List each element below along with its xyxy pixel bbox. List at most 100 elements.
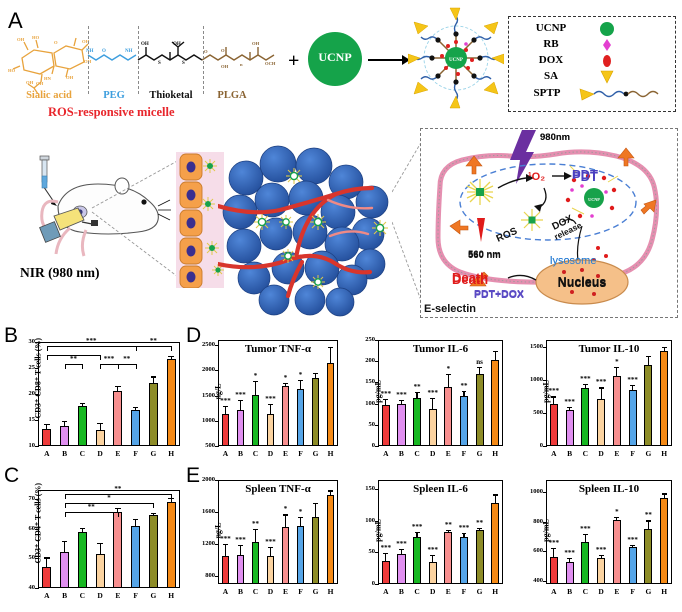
bar-tumorTNF-E[interactable] [281, 386, 290, 446]
bar-panelC-H[interactable] [166, 501, 176, 588]
bar-panelC-C[interactable] [77, 531, 87, 588]
bar-tumorTNF-D[interactable] [266, 413, 275, 446]
bar-tumorTNF-G[interactable] [311, 378, 320, 446]
bar-spleenIL10-E[interactable] [612, 520, 621, 584]
bar-tumorTNF-A[interactable] [221, 413, 230, 446]
x-tick-label-F: F [298, 449, 303, 458]
chart-title-spleenIL10: Spleen IL-10 [578, 483, 640, 495]
bar-spleenIL6-H[interactable] [491, 503, 500, 584]
bracket-significance: *** [86, 337, 97, 345]
bar-tumorIL6-C[interactable] [413, 397, 422, 446]
bar-spleenIL10-A[interactable] [549, 556, 558, 584]
bar-panelC-G[interactable] [148, 515, 158, 588]
bar-tumorIL6-A[interactable] [381, 405, 390, 446]
bar-tumorTNF-B[interactable] [236, 409, 245, 446]
bar-tumorIL10-F[interactable] [628, 390, 637, 446]
x-tick-label-B: B [62, 591, 68, 600]
x-tick-label-E: E [115, 591, 121, 600]
bar-panelB-E[interactable] [113, 390, 123, 446]
bracket-line [135, 346, 172, 348]
bar-tumorTNF-F[interactable] [296, 388, 305, 446]
bar-tumorIL10-H[interactable] [660, 350, 669, 446]
y-tick-mark [543, 521, 547, 523]
bar-spleenIL10-B[interactable] [565, 562, 574, 584]
chart-panelB: B CD3⁺ CD8⁺ T cells (%) 10 15 20 25 30 A B C D E F G H… [4, 324, 186, 470]
bar-panelB-C[interactable] [77, 405, 87, 446]
x-tick-label-B: B [398, 587, 404, 596]
bar-panelC-A[interactable] [42, 567, 52, 588]
error-bar [46, 557, 48, 568]
y-tick-label: 1000 [530, 487, 543, 495]
bar-panelB-B[interactable] [60, 426, 70, 446]
bar-panelB-A[interactable] [42, 429, 52, 446]
error-bar-cap [492, 494, 498, 496]
bar-spleenIL10-G[interactable] [644, 528, 653, 584]
bar-tumorIL6-E[interactable] [444, 386, 453, 446]
error-bar [46, 423, 48, 430]
bar-spleenTNF-B[interactable] [236, 555, 245, 584]
bar-spleenTNF-A[interactable] [221, 556, 230, 584]
error-bar [254, 528, 257, 542]
bar-panelC-D[interactable] [95, 553, 105, 588]
bar-panelB-G[interactable] [148, 382, 158, 446]
y-tick-label: 25 [28, 364, 36, 371]
bar-tumorIL6-G[interactable] [475, 373, 484, 446]
legend-rb-magenta-diamond-icon [603, 39, 611, 51]
error-bar-cap [115, 386, 121, 388]
bar-spleenTNF-G[interactable] [311, 516, 320, 584]
bar-panelB-F[interactable] [131, 409, 141, 446]
bar-panelC-F[interactable] [131, 525, 141, 588]
bar-tumorIL10-E[interactable] [612, 376, 621, 446]
y-tick-label: 1500 [530, 342, 543, 350]
bar-spleenIL6-G[interactable] [475, 529, 484, 584]
bar-spleenIL10-F[interactable] [628, 546, 637, 584]
bar-tumorIL10-A[interactable] [549, 403, 558, 446]
bracket-tick [117, 512, 119, 517]
bar-spleenIL6-D[interactable] [428, 561, 437, 584]
bar-tumorIL10-B[interactable] [565, 409, 574, 446]
x-tick-label-G: G [150, 449, 157, 458]
bar-tumorIL6-D[interactable] [428, 409, 437, 446]
error-bar-cap [461, 532, 467, 535]
significance-mark-B: *** [564, 549, 575, 558]
bar-tumorTNF-C[interactable] [251, 394, 260, 446]
bar-spleenIL10-C[interactable] [581, 542, 590, 584]
error-bar [663, 346, 665, 351]
svg-text:980nm: 980nm [540, 132, 570, 143]
bar-panelB-H[interactable] [166, 358, 176, 446]
bar-spleenTNF-D[interactable] [266, 556, 275, 584]
bar-tumorIL6-F[interactable] [459, 396, 468, 446]
bar-spleenTNF-H[interactable] [326, 495, 335, 584]
ucnp-circle-icon [308, 32, 362, 86]
label-peg: PEG [103, 90, 125, 101]
bar-panelC-E[interactable] [113, 512, 123, 588]
bar-spleenIL6-E[interactable] [444, 531, 453, 584]
bar-tumorIL10-D[interactable] [597, 398, 606, 446]
error-bar [170, 497, 172, 502]
bar-spleenIL10-H[interactable] [660, 497, 669, 584]
error-bar [647, 356, 649, 365]
bar-tumorIL10-G[interactable] [644, 364, 653, 446]
bar-tumorTNF-H[interactable] [326, 363, 335, 446]
bar-spleenIL6-C[interactable] [413, 537, 422, 584]
error-bar-cap [445, 373, 451, 376]
cell-mechanism-svg: 980nm 560 nm ROS ¹O₂ PDT [435, 130, 660, 305]
bar-panelC-B[interactable] [60, 552, 70, 588]
bar-panelB-D[interactable] [95, 430, 105, 446]
x-tick-label-B: B [567, 449, 573, 458]
error-bar-cap [383, 398, 389, 401]
bar-spleenTNF-C[interactable] [251, 541, 260, 584]
bar-spleenIL10-D[interactable] [597, 558, 606, 584]
x-tick-label-E: E [115, 449, 121, 458]
x-tick-label-A: A [551, 449, 557, 458]
bar-tumorIL6-B[interactable] [397, 404, 406, 446]
bar-spleenIL6-A[interactable] [381, 561, 390, 584]
bar-spleenIL6-B[interactable] [397, 554, 406, 584]
bar-tumorIL6-H[interactable] [491, 359, 500, 446]
bracket-tick [64, 512, 66, 517]
bar-tumorIL10-C[interactable] [581, 388, 590, 446]
bar-spleenIL6-F[interactable] [459, 536, 468, 584]
x-tick-label-A: A [44, 591, 50, 600]
bar-spleenTNF-E[interactable] [281, 527, 290, 584]
bar-spleenTNF-F[interactable] [296, 526, 305, 584]
